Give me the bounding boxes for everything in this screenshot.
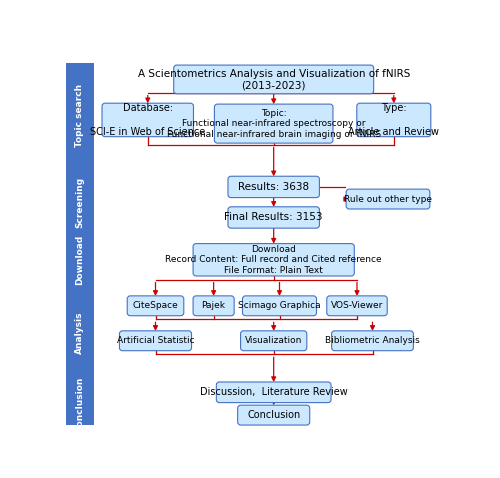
FancyBboxPatch shape	[346, 189, 430, 209]
Text: Analysis: Analysis	[76, 311, 84, 354]
FancyBboxPatch shape	[66, 282, 94, 383]
Text: Download: Download	[76, 235, 84, 285]
FancyBboxPatch shape	[66, 63, 94, 168]
FancyBboxPatch shape	[193, 244, 354, 276]
FancyBboxPatch shape	[66, 168, 94, 238]
Text: Topic search: Topic search	[76, 84, 84, 147]
Text: Download
Record Content: Full record and Cited reference
File Format: Plain Text: Download Record Content: Full record and…	[166, 245, 382, 275]
Text: Visualization: Visualization	[245, 336, 302, 345]
Text: A Scientometrics Analysis and Visualization of fNIRS
(2013-2023): A Scientometrics Analysis and Visualizat…	[138, 69, 410, 90]
FancyBboxPatch shape	[216, 382, 331, 402]
FancyBboxPatch shape	[327, 296, 387, 316]
FancyBboxPatch shape	[214, 104, 333, 143]
FancyBboxPatch shape	[357, 103, 431, 137]
Text: Database:

SCI-E in Web of Science: Database: SCI-E in Web of Science	[90, 103, 206, 137]
Text: Topic:
Functional near-infrared spectroscopy or
Functional near-infrared brain i: Topic: Functional near-infrared spectros…	[166, 109, 381, 139]
FancyBboxPatch shape	[238, 405, 310, 425]
FancyBboxPatch shape	[174, 65, 374, 94]
FancyBboxPatch shape	[120, 331, 192, 351]
Text: Screening: Screening	[76, 177, 84, 228]
FancyBboxPatch shape	[102, 103, 194, 137]
Text: Pajek: Pajek	[202, 301, 226, 310]
Text: Scimago Graphica: Scimago Graphica	[238, 301, 321, 310]
FancyBboxPatch shape	[66, 383, 94, 425]
FancyBboxPatch shape	[228, 207, 320, 228]
FancyBboxPatch shape	[332, 331, 413, 351]
Text: Bibliometric Analysis: Bibliometric Analysis	[325, 336, 420, 345]
Text: VOS-Viewer: VOS-Viewer	[331, 301, 383, 310]
FancyBboxPatch shape	[193, 296, 234, 316]
Text: Results: 3638: Results: 3638	[238, 182, 309, 192]
Text: Artificial Statistic: Artificial Statistic	[116, 336, 194, 345]
Text: CiteSpace: CiteSpace	[132, 301, 178, 310]
Text: Rule out other type: Rule out other type	[344, 195, 432, 204]
FancyBboxPatch shape	[242, 296, 316, 316]
Text: Conclusion: Conclusion	[76, 377, 84, 432]
FancyBboxPatch shape	[228, 176, 320, 197]
FancyBboxPatch shape	[66, 238, 94, 282]
FancyBboxPatch shape	[127, 296, 184, 316]
Text: Final Results: 3153: Final Results: 3153	[224, 212, 323, 222]
Text: Type:

Article and Review: Type: Article and Review	[348, 103, 440, 137]
FancyBboxPatch shape	[240, 331, 307, 351]
Text: Conclusion: Conclusion	[247, 410, 300, 420]
Text: Discussion,  Literature Review: Discussion, Literature Review	[200, 387, 348, 397]
